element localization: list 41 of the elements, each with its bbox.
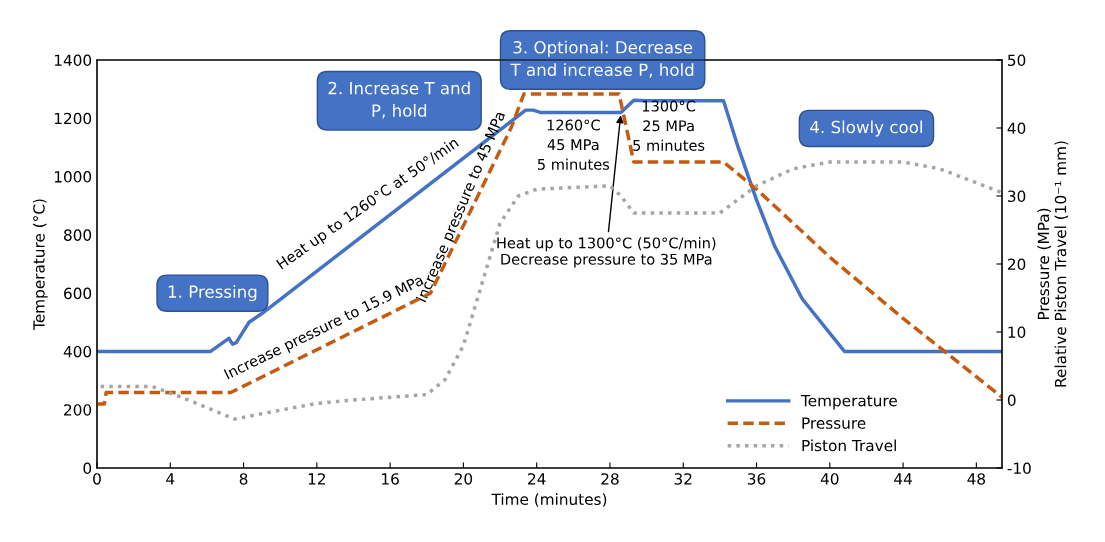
- y-tick-label: 0: [83, 462, 92, 475]
- x-tick-label: 16: [382, 473, 399, 485]
- x-tick-label: 44: [894, 473, 912, 485]
- legend-label: Pressure: [802, 417, 866, 429]
- x-axis-title: Time (minutes): [491, 493, 607, 507]
- y-axis-title: Temperature (°C): [32, 199, 48, 330]
- y2-axis-title: Pressure (MPa) Relative Piston Travel (10⁻¹ mm): [1037, 141, 1069, 387]
- legend-label: Piston Travel: [802, 439, 896, 452]
- x-tick-label: 0: [93, 473, 101, 485]
- annotation: 1300°C 25 MPa 5 minutes: [633, 100, 705, 151]
- x-tick-label: 24: [528, 473, 546, 485]
- y-tick-label: 1200: [54, 112, 92, 125]
- annotation: 3. Optional: Decrease T and increase P, hold: [510, 40, 694, 78]
- x-tick-label: 36: [747, 473, 766, 485]
- y2-tick-label: 40: [1007, 122, 1026, 135]
- x-tick-label: 40: [820, 473, 839, 485]
- annotation: 2. Increase T and P, hold: [328, 81, 470, 119]
- y-tick-label: 800: [64, 229, 92, 241]
- y-tick-label: 1000: [54, 171, 92, 183]
- annotation: 4. Slowly cool: [810, 120, 922, 137]
- y-tick-label: 400: [63, 345, 92, 358]
- x-tick-label: 8: [239, 473, 248, 485]
- y2-tick-label: 10: [1008, 326, 1026, 339]
- y2-tick-label: -10: [1007, 462, 1031, 475]
- annotation: Heat up to 1300°C (50°C/min) Decrease pressure to 35 MPa: [497, 237, 716, 268]
- y2-tick-label: 30: [1008, 190, 1026, 203]
- annotation: 1. Pressing: [168, 285, 257, 302]
- y-tick-label: 200: [64, 404, 92, 416]
- x-tick-label: 48: [967, 473, 986, 485]
- x-tick-label: 4: [166, 473, 175, 485]
- x-tick-label: 32: [674, 473, 692, 485]
- legend-label: Temperature: [800, 395, 897, 410]
- x-tick-label: 28: [601, 473, 619, 485]
- y-tick-label: 600: [64, 287, 92, 300]
- x-tick-label: 20: [454, 473, 473, 485]
- y2-tick-label: 20: [1007, 258, 1026, 271]
- y2-tick-label: 0: [1007, 394, 1016, 407]
- y2-tick-label: 50: [1008, 54, 1026, 67]
- y-tick-label: 1400: [54, 54, 92, 67]
- x-tick-label: 12: [308, 473, 326, 485]
- annotation: 1260°C 45 MPa 5 minutes: [537, 119, 610, 170]
